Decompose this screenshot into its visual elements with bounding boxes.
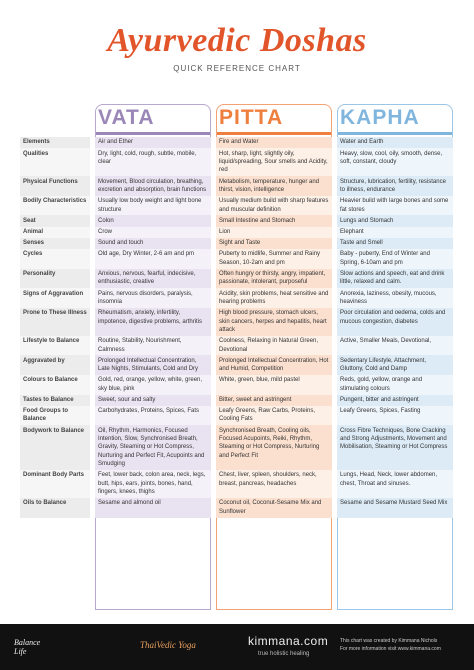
cell: Lungs, Head, Neck, lower abdomen, chest,… xyxy=(337,470,453,499)
row-label: Tastes to Balance xyxy=(20,394,90,406)
credit: This chart was created by Kimmana Nichol… xyxy=(340,638,438,644)
cell: Taste and Smell xyxy=(337,237,453,249)
cell: Active, Smaller Meals, Devotional, xyxy=(337,335,453,356)
row-label: Elements xyxy=(20,137,90,149)
row-label: Dominant Body Parts xyxy=(20,470,90,499)
cell: Leafy Greens, Spices, Fasting xyxy=(337,405,453,426)
cell: High blood pressure, stomach ulcers, ski… xyxy=(216,307,332,336)
row-label: Food Groups to Balance xyxy=(20,405,90,426)
cell: Lungs and Stomach xyxy=(337,215,453,227)
brand: ThaiVedic Yoga xyxy=(140,640,196,650)
row-label: Senses xyxy=(20,237,90,249)
cell: Baby - puberty, End of Winter and Spring… xyxy=(337,248,453,269)
table: Elements Air and Ether Fire and Water Water… xyxy=(20,137,453,518)
cell: Rheumatism, anxiety, infertility, impote… xyxy=(95,307,211,336)
row-label: Lifestyle to Balance xyxy=(20,335,90,356)
row-label: Signs of Aggravation xyxy=(20,288,90,308)
row-label: Personality xyxy=(20,268,90,289)
cell: Old age, Dry Winter, 2-6 am and pm xyxy=(95,248,211,269)
row-label: Colours to Balance xyxy=(20,374,90,395)
site: kimmana.com xyxy=(248,634,329,648)
cell: Fire and Water xyxy=(216,137,332,149)
row-label: Cycles xyxy=(20,248,90,269)
header-bar xyxy=(217,132,331,135)
cell: Sesame and Sesame Mustard Seed Mix xyxy=(337,498,453,518)
cell: Sedentary Lifestyle, Attachment, Glutton… xyxy=(337,355,453,375)
cell: Heavy, slow, cool, oily, smooth, dense, … xyxy=(337,148,453,177)
row-label: Oils to Balance xyxy=(20,498,90,518)
cell: Metabolism, temperature, hunger and thir… xyxy=(216,176,332,196)
cell: Hot, sharp, light, slightly oily, liquid… xyxy=(216,148,332,177)
cell: Colon xyxy=(95,215,211,227)
cell: Leafy Greens, Raw Carbs, Proteins, Cooli… xyxy=(216,405,332,426)
cell: Routine, Stability, Nourishment, Calmnes… xyxy=(95,335,211,356)
header-bar xyxy=(96,132,210,135)
cell: Crow xyxy=(95,226,211,238)
footer: Balance Life ThaiVedic Yoga kimmana.com … xyxy=(0,624,474,670)
cell: Synchronised Breath, Cooling oils, Focus… xyxy=(216,425,332,471)
column-header: VATA xyxy=(98,106,155,129)
cell: Sesame and almond oil xyxy=(95,498,211,518)
subtitle: QUICK REFERENCE CHART xyxy=(173,64,301,73)
row-label: Bodywork to Balance xyxy=(20,425,90,471)
row-label: Aggravated by xyxy=(20,355,90,375)
cell: Anxious, nervous, fearful, indecisive, e… xyxy=(95,268,211,289)
cell: Dry, light, cold, rough, subtle, mobile,… xyxy=(95,148,211,177)
cell: Sweet, sour and salty xyxy=(95,394,211,406)
cell: Movement, Blood circulation, breathing, … xyxy=(95,176,211,196)
column-header: PITTA xyxy=(219,106,284,129)
cell: Structure, lubrication, fertility, resis… xyxy=(337,176,453,196)
cell: Usually low body weight and light bone s… xyxy=(95,195,211,216)
cell: Acidity, skin problems, heat sensitive a… xyxy=(216,288,332,308)
cell: Heavier build with large bones and some … xyxy=(337,195,453,216)
row-label: Seat xyxy=(20,215,90,227)
cell: Carbohydrates, Proteins, Spices, Fats xyxy=(95,405,211,426)
cell: Bitter, sweet and astringent xyxy=(216,394,332,406)
cell: Elephant xyxy=(337,226,453,238)
cell: Oil, Rhythm, Harmonics, Focused Intentio… xyxy=(95,425,211,471)
cell: Small Intestine and Stomach xyxy=(216,215,332,227)
row-label: Qualities xyxy=(20,148,90,177)
header-bar xyxy=(338,132,452,135)
title: Ayurvedic Doshas xyxy=(107,22,367,59)
cell: Sound and touch xyxy=(95,237,211,249)
cell: Anorexia, laziness, obesity, mucous, hea… xyxy=(337,288,453,308)
cell: Coconut oil, Coconut-Sesame Mix and Sunf… xyxy=(216,498,332,518)
cell: Water and Earth xyxy=(337,137,453,149)
row-label: Bodily Characteristics xyxy=(20,195,90,216)
cell: Chest, liver, spleen, shoulders, neck, b… xyxy=(216,470,332,499)
cell: Sight and Taste xyxy=(216,237,332,249)
cell: Prolonged Intellectual Concentration, La… xyxy=(95,355,211,375)
cell: Lion xyxy=(216,226,332,238)
brand: Balance Life xyxy=(14,638,41,656)
cell: Pains, nervous disorders, paralysis, ins… xyxy=(95,288,211,308)
cell: Often hungry or thirsty, angry, impatien… xyxy=(216,268,332,289)
cell: Poor circulation and oedema, colds and m… xyxy=(337,307,453,336)
column-header: KAPHA xyxy=(340,106,420,129)
cell: Reds, gold, yellow, orange and stimulati… xyxy=(337,374,453,395)
cell: Air and Ether xyxy=(95,137,211,149)
tagline: true holistic healing xyxy=(258,651,310,657)
cell: Feet, lower back, colon area, neck, legs… xyxy=(95,470,211,499)
row-label: Animal xyxy=(20,226,90,238)
row-label: Physical Functions xyxy=(20,176,90,196)
cell: Cross Fibre Techniques, Bone Cracking an… xyxy=(337,425,453,471)
cell: Gold, red, orange, yellow, white, green,… xyxy=(95,374,211,395)
cell: Usually medium build with sharp features… xyxy=(216,195,332,216)
row-label: Prone to These Illness xyxy=(20,307,90,336)
cell: Slow actions and speech, eat and drink l… xyxy=(337,268,453,289)
cell: White, green, blue, mild pastel xyxy=(216,374,332,395)
cell: Prolonged Intellectual Concentration, Ho… xyxy=(216,355,332,375)
cell: Coolness, Relaxing in Natural Green, Dev… xyxy=(216,335,332,356)
cell: Puberty to midlife, Summer and Rainy Sea… xyxy=(216,248,332,269)
info: For more information visit www.kimmana.c… xyxy=(340,646,441,652)
cell: Pungent, bitter and astringent xyxy=(337,394,453,406)
